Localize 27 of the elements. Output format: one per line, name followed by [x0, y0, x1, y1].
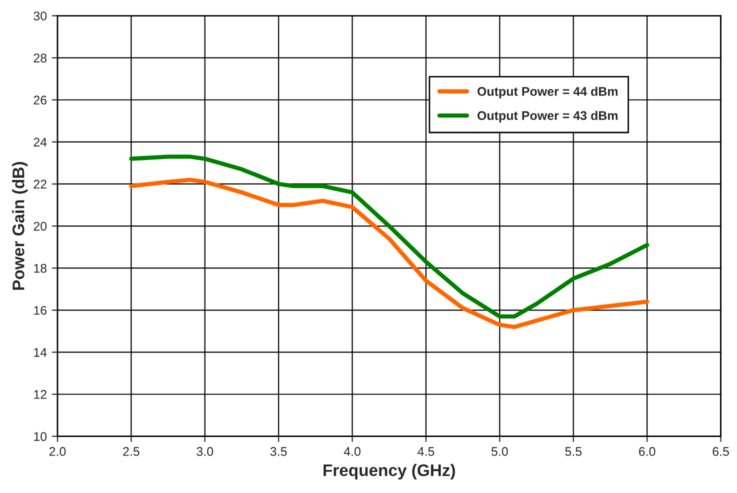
x-tick-label: 5.0 — [492, 447, 508, 456]
x-tick-label: 3.5 — [270, 447, 287, 456]
y-tick-label: 30 — [34, 12, 47, 20]
line-series — [129, 178, 650, 330]
x-tick-label: 6.5 — [712, 447, 729, 456]
y-tick-label: 28 — [34, 54, 47, 62]
line-series — [129, 154, 650, 319]
y-tick-label: 12 — [34, 390, 46, 399]
y-tick-label: 22 — [34, 180, 46, 189]
x-tick-label: 6.0 — [639, 447, 656, 456]
y-tick-label: 26 — [34, 96, 47, 105]
x-tick-label: 3.0 — [196, 447, 214, 456]
x-tick-label: 4.0 — [344, 447, 360, 456]
legend-label: Output Power = 43 dBm — [477, 110, 618, 122]
y-tick-label: 14 — [34, 348, 47, 357]
y-tick-label: 10 — [34, 432, 47, 441]
y-tick-label: 18 — [34, 264, 47, 273]
y-tick-label: 16 — [34, 306, 47, 315]
y-tick-label: 20 — [34, 222, 47, 231]
x-axis-title: Frequency (GHz) — [324, 464, 455, 480]
y-axis-title: Power Gain (dB) — [12, 162, 28, 290]
y-tick-label: 24 — [34, 138, 47, 146]
x-tick-label: 2.0 — [49, 447, 66, 456]
x-tick-label: 4.5 — [418, 447, 434, 456]
x-tick-label: 2.5 — [123, 447, 140, 456]
legend-label: Output Power = 44 dBm — [477, 86, 618, 98]
x-tick-label: 5.5 — [565, 447, 582, 456]
